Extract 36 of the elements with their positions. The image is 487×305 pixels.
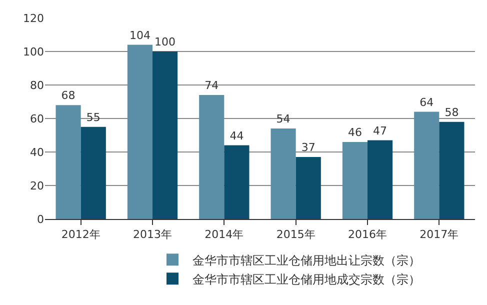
x-tick-label: 2014年 bbox=[204, 228, 244, 242]
data-label: 68 bbox=[61, 89, 76, 102]
data-label: 44 bbox=[230, 129, 244, 142]
bar bbox=[368, 140, 393, 219]
data-label: 64 bbox=[420, 96, 434, 109]
y-tick-label: 60 bbox=[30, 112, 44, 126]
bar bbox=[439, 122, 464, 219]
y-tick-label: 0 bbox=[37, 212, 44, 226]
x-tick-label: 2016年 bbox=[348, 228, 387, 242]
x-tick-label: 2012年 bbox=[61, 228, 100, 242]
y-tick-label: 80 bbox=[30, 78, 44, 92]
x-tick-label: 2013年 bbox=[133, 228, 172, 242]
bar bbox=[80, 126, 106, 219]
legend-label: 金华市市辖区工业仓储用地出让宗数（宗） bbox=[192, 253, 420, 268]
y-tick-label: 120 bbox=[23, 12, 44, 25]
data-label: 100 bbox=[154, 36, 176, 48]
data-label: 58 bbox=[444, 106, 459, 119]
data-label: 47 bbox=[373, 124, 388, 138]
bar bbox=[199, 95, 224, 219]
data-label: 104 bbox=[129, 28, 150, 42]
bar bbox=[296, 157, 321, 219]
bar bbox=[270, 128, 296, 219]
y-tick-label: 40 bbox=[30, 146, 44, 159]
legend-label: 金华市市辖区工业仓储用地成交宗数（宗） bbox=[192, 272, 420, 286]
x-tick-label: 2015年 bbox=[276, 228, 316, 242]
data-label: 46 bbox=[348, 126, 362, 139]
y-tick-label: 100 bbox=[23, 45, 44, 58]
bar bbox=[56, 105, 81, 219]
y-tick-label: 20 bbox=[30, 179, 44, 192]
bar bbox=[152, 52, 178, 219]
data-label: 37 bbox=[301, 141, 316, 154]
bar bbox=[414, 112, 440, 219]
bar bbox=[127, 44, 152, 219]
bar bbox=[224, 145, 250, 219]
x-tick-label: 2017年 bbox=[420, 228, 459, 242]
bar bbox=[342, 142, 368, 219]
